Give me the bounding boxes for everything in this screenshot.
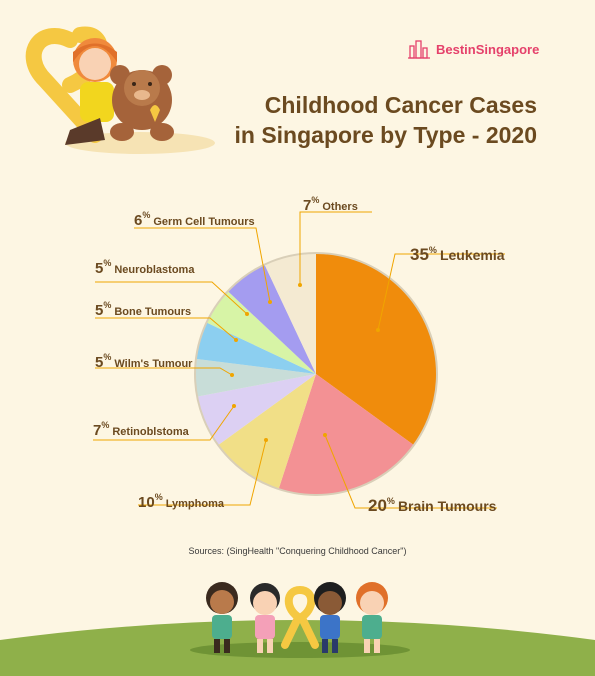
slice-unit: % bbox=[103, 258, 111, 268]
page-title: Childhood Cancer Cases in Singapore by T… bbox=[235, 90, 538, 150]
doctor-with-teddy-illustration bbox=[25, 26, 215, 154]
brand-logo: BestinSingapore bbox=[408, 38, 539, 60]
slice-value: 20 bbox=[368, 496, 387, 515]
title-line-1: Childhood Cancer Cases bbox=[264, 92, 537, 118]
title-line-2: in Singapore by Type - 2020 bbox=[234, 122, 538, 148]
slice-value: 5 bbox=[95, 302, 103, 319]
child-4 bbox=[356, 582, 388, 653]
slice-unit: % bbox=[101, 420, 109, 430]
slice-value: 7 bbox=[303, 197, 311, 214]
pie-slice-neuroblastoma bbox=[206, 291, 316, 374]
leader-dot bbox=[376, 328, 380, 332]
leader-dot bbox=[245, 312, 249, 316]
leader-lines bbox=[93, 211, 505, 509]
slice-value: 5 bbox=[95, 260, 103, 277]
pie-slice-wilm-s-tumour bbox=[194, 358, 316, 397]
pie-slice-germ-cell-tumours bbox=[227, 264, 316, 374]
city-skyline-icon bbox=[408, 40, 430, 59]
ribbon-icon bbox=[281, 585, 319, 649]
leader-dot bbox=[234, 338, 238, 342]
leader-line bbox=[324, 434, 497, 509]
slice-unit: % bbox=[155, 492, 163, 502]
slice-label: 10%Lymphoma bbox=[138, 492, 225, 511]
slice-label: 5%Bone Tumours bbox=[95, 300, 191, 319]
leader-line bbox=[134, 227, 271, 303]
slice-value: 6 bbox=[134, 212, 142, 229]
pie-slice-leukemia bbox=[316, 253, 437, 446]
slice-label: 7%Others bbox=[303, 195, 358, 214]
brand-name: BestinSingapore bbox=[436, 41, 540, 57]
slice-unit: % bbox=[387, 496, 395, 506]
leader-dot bbox=[230, 373, 234, 377]
leader-dot bbox=[232, 404, 236, 408]
leader-line bbox=[95, 317, 237, 341]
child-3 bbox=[314, 582, 346, 653]
slice-label: 20% Brain Tumours bbox=[368, 496, 497, 515]
pie-outline bbox=[194, 252, 438, 496]
slice-label-text: Bone Tumours bbox=[114, 306, 191, 318]
slice-label: 6%Germ Cell Tumours bbox=[134, 210, 255, 229]
pie-slice-retinoblstoma bbox=[197, 374, 316, 446]
child-2 bbox=[250, 583, 280, 653]
slice-unit: % bbox=[311, 195, 319, 205]
leader-dot bbox=[268, 300, 272, 304]
slice-label-text: Others bbox=[322, 201, 357, 213]
leader-dot bbox=[298, 283, 302, 287]
slice-unit: % bbox=[142, 210, 150, 220]
pie-slice-lymphoma bbox=[218, 374, 316, 490]
slice-value: 5 bbox=[95, 354, 103, 371]
leader-dot bbox=[264, 438, 268, 442]
slice-label-text: Wilm's Tumour bbox=[114, 358, 193, 370]
leader-line bbox=[95, 367, 233, 376]
slice-value: 7 bbox=[93, 422, 101, 439]
slice-label-text: Lymphoma bbox=[166, 498, 225, 510]
leader-line bbox=[377, 253, 505, 331]
slice-label: 5%Neuroblastoma bbox=[95, 258, 195, 277]
slice-label-text: Retinoblstoma bbox=[112, 426, 189, 438]
slice-label-text: Leukemia bbox=[440, 247, 505, 263]
slice-label: 7%Retinoblstoma bbox=[93, 420, 190, 439]
slice-unit: % bbox=[103, 352, 111, 362]
child-1 bbox=[206, 582, 238, 653]
slice-unit: % bbox=[429, 245, 437, 255]
slice-value: 35 bbox=[410, 245, 429, 264]
leader-line bbox=[93, 405, 235, 441]
slice-unit: % bbox=[103, 300, 111, 310]
pie-slice-brain-tumours bbox=[278, 374, 414, 495]
slice-label-text: Germ Cell Tumours bbox=[153, 216, 254, 228]
pie-slice-bone-tumours bbox=[195, 322, 316, 374]
slice-label-text: Brain Tumours bbox=[398, 498, 497, 514]
slice-value: 10 bbox=[138, 494, 155, 511]
slice-label-text: Neuroblastoma bbox=[114, 264, 195, 276]
slice-label: 5%Wilm's Tumour bbox=[95, 352, 193, 371]
children-holding-hands-illustration bbox=[0, 582, 595, 676]
leader-dot bbox=[323, 433, 327, 437]
leader-line bbox=[299, 211, 372, 285]
leader-line bbox=[95, 281, 248, 315]
leader-line bbox=[138, 439, 267, 506]
pie-slices bbox=[194, 252, 438, 496]
slice-label: 35% Leukemia bbox=[410, 245, 505, 264]
source-note: Sources: (SingHealth "Conquering Childho… bbox=[188, 546, 407, 556]
pie-slice-others bbox=[264, 253, 316, 374]
